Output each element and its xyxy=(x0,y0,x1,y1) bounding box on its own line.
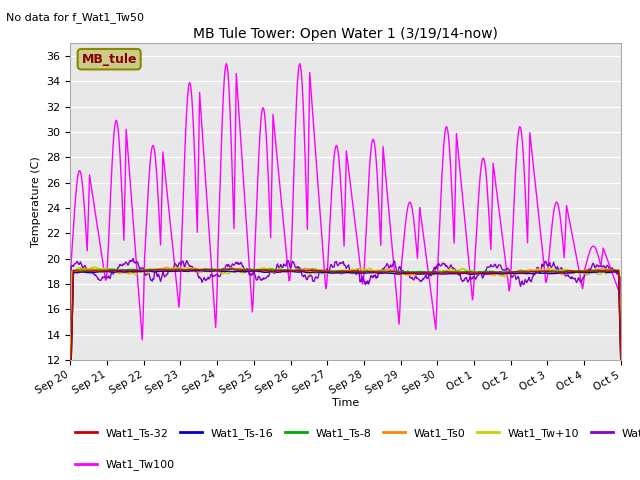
Y-axis label: Temperature (C): Temperature (C) xyxy=(31,156,41,247)
Legend: Wat1_Tw100: Wat1_Tw100 xyxy=(70,455,180,475)
Text: No data for f_Wat1_Tw50: No data for f_Wat1_Tw50 xyxy=(6,12,145,23)
X-axis label: Time: Time xyxy=(332,398,359,408)
Text: MB_tule: MB_tule xyxy=(81,53,137,66)
Title: MB Tule Tower: Open Water 1 (3/19/14-now): MB Tule Tower: Open Water 1 (3/19/14-now… xyxy=(193,27,498,41)
